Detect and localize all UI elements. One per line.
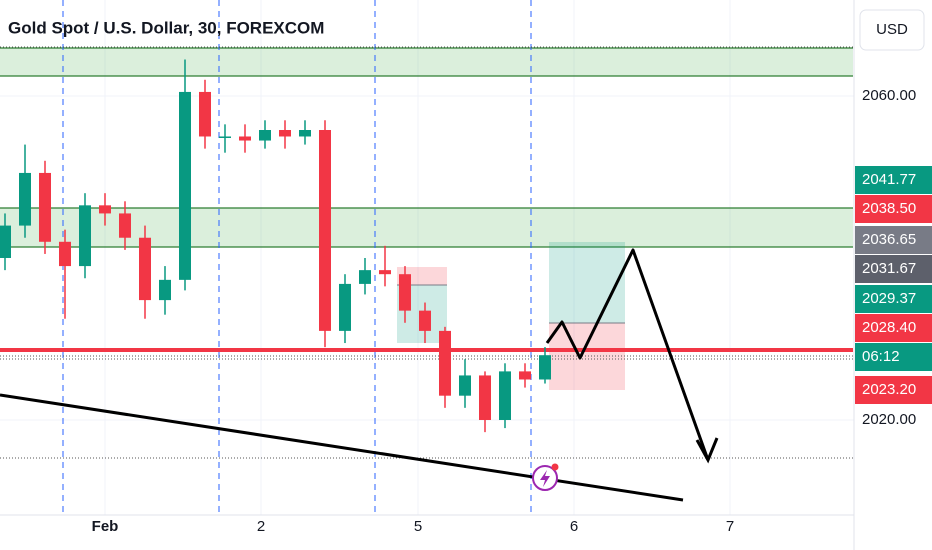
price-label-box <box>855 285 932 313</box>
candle-body <box>39 172 51 242</box>
candle-body <box>0 225 11 258</box>
session-lines <box>62 0 532 515</box>
price-label-box <box>855 166 932 194</box>
candle-body <box>419 310 431 331</box>
price-label-box <box>855 376 932 404</box>
price-label-box <box>855 255 932 283</box>
candle-body <box>339 283 351 331</box>
price-label-box <box>855 195 932 223</box>
candle-body <box>379 270 391 275</box>
candle-body <box>399 274 411 311</box>
candle-body <box>99 205 111 214</box>
currency: USD <box>876 21 908 38</box>
candle-body <box>479 375 491 420</box>
trend-line <box>0 393 684 502</box>
candle-body <box>319 130 331 331</box>
price-label: 2036.65 <box>862 231 916 248</box>
chart-title: Gold Spot / U.S. Dollar, 30, FOREXCOM <box>8 18 324 37</box>
candle-body <box>179 91 191 280</box>
projection-path <box>545 248 710 461</box>
candle-body <box>259 130 271 141</box>
arrow-head <box>695 437 719 464</box>
candle-body <box>139 237 151 301</box>
price-label-box <box>855 314 932 342</box>
price-label-box <box>855 343 932 371</box>
x-tick-label: 5 <box>414 518 422 535</box>
candle-body <box>359 270 371 284</box>
price-label: 2041.77 <box>862 171 916 188</box>
candle-body <box>439 330 451 396</box>
x-tick-label: 2 <box>257 518 265 535</box>
price-label-box <box>855 226 932 254</box>
y-tick-label: 2020.00 <box>862 411 916 428</box>
x-tick-label: 6 <box>570 518 578 535</box>
candle-body <box>299 130 311 137</box>
candle-body <box>199 91 211 137</box>
candle-body <box>159 279 171 301</box>
x-tick-label: Feb <box>92 518 119 535</box>
candle-body <box>239 136 251 141</box>
price-label: 2038.50 <box>862 200 916 217</box>
event-dot <box>551 463 559 471</box>
stop-zone <box>549 323 625 390</box>
candle-body <box>119 213 131 238</box>
price-label: 2031.67 <box>862 260 916 277</box>
event-icon-bolt <box>540 470 550 487</box>
currency-button[interactable] <box>859 9 925 51</box>
price-label: 06:12 <box>862 348 900 365</box>
price-label: 2029.37 <box>862 290 916 307</box>
candle-body <box>519 371 531 380</box>
price-label: 2028.40 <box>862 319 916 336</box>
candle-body <box>59 241 71 267</box>
candle-body <box>499 371 511 420</box>
target-zone <box>549 242 625 323</box>
candle-body <box>539 355 551 380</box>
y-tick-label: 2060.00 <box>862 87 916 104</box>
price-label: 2023.20 <box>862 381 916 398</box>
zone <box>0 48 853 76</box>
candle-body <box>459 375 471 396</box>
candle-body <box>79 205 91 267</box>
candle-body <box>19 172 31 226</box>
candle-body <box>279 130 291 137</box>
candle-body <box>219 136 231 138</box>
x-tick-label: 7 <box>726 518 734 535</box>
